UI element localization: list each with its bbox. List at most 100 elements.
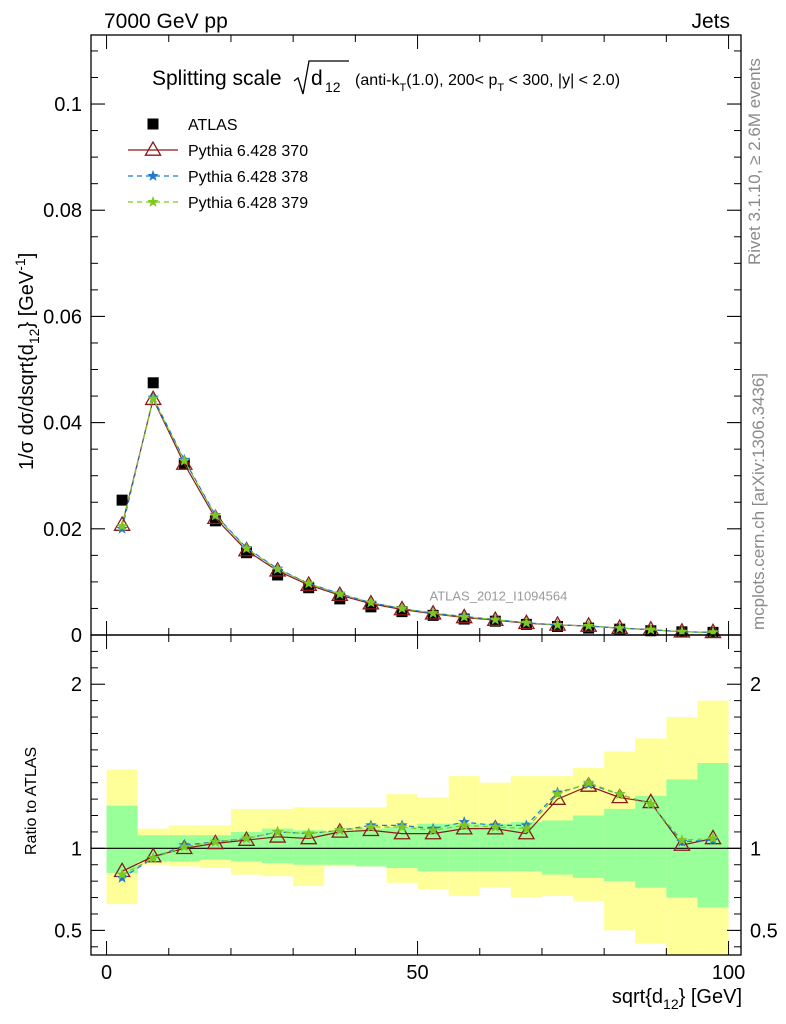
legend-marker-pythia-6-428-370 [144,140,162,156]
ratio-pythia-6-428-379-point [271,825,284,837]
main-pythia-6-428-370-point [206,508,225,525]
ratio-stat-uncertainty-band [573,815,605,878]
main-pythia-6-428-370-point [299,575,318,591]
ratio-pythia-6-428-370-point [331,822,349,838]
plot-title: Splitting scale d 12 (anti-kT(1.0), 200<… [152,60,620,95]
main-pythia-6-428-379-point [271,563,284,574]
ratio-pythia-6-428-379-point [240,832,253,844]
legend-marker-pythia-6-428-379 [147,196,159,207]
ratio-pythia-6-428-379-point [582,776,595,788]
main-pythia-6-428-379-point [116,520,128,531]
mcplots-reference-label: mcplots.cern.ch [arXiv:1306.3436] [749,373,768,630]
legend: ATLAS Pythia 6.428 370 Pythia 6.428 378 Pyt… [128,117,308,212]
legend-label-pythia-6-428-379: Pythia 6.428 379 [188,195,308,212]
title-sqrt-symbol: d [311,67,323,90]
main-atlas-point [303,582,315,594]
ratio-pythia-6-428-370-point [455,819,473,835]
ratio-y-tick-label: 1 [71,838,82,860]
ratio-pythia-6-428-379-point [116,868,128,880]
main-pythia-6-428-379-point [334,588,346,599]
main-y-tick-label: 0.1 [54,94,82,116]
header-right-label: Jets [691,10,730,33]
main-pythia-6-428-379-point [147,392,159,404]
x-tick-label: 0 [101,962,112,984]
xlabel-subscript: 12 [663,996,679,1012]
ratio-pythia-6-428-370-point [362,820,380,837]
main-pythia-6-428-379-point [303,577,315,589]
main-y-tick-label: 0 [71,625,82,647]
main-atlas-point [241,547,253,559]
ratio-stat-uncertainty-band [541,820,574,875]
main-atlas-point [209,515,221,527]
title-details-suffix: < 300, |y| < 2.0) [504,72,620,89]
sqrt-sign [293,60,349,95]
ratio-pythia-6-428-370-point [144,847,162,863]
ratio-stat-uncertainty-band [355,828,387,867]
main-pythia-6-428-379-point [520,616,533,628]
main-atlas-point [365,601,377,613]
main-pythia-6-428-379-point [427,607,439,619]
ratio-pythia-6-428-379-point [489,821,501,832]
rivet-version-label: Rivet 3.1.10, ≥ 2.6M events [745,58,764,265]
main-pythia-6-428-379-point [458,610,470,622]
main-atlas-point [147,377,159,389]
main-pythia-6-428-370-point [268,561,287,577]
legend-marker-pythia-6-428-378 [147,170,159,181]
ratio-pythia-6-428-379-point [303,827,315,839]
x-axis-label: sqrt{d12} [GeV] [612,986,742,1012]
main-atlas-point [396,606,408,618]
main-pythia-6-428-379-point [489,613,501,625]
title-pt-subscript: T [497,82,504,94]
ratio-pythia-6-428-370-point [610,788,629,804]
ratio-y-tick-label-right: 1 [750,838,761,860]
main-y-axis-label: 1/σ dσ/dsqrt{d12} [GeV-1] [12,253,42,470]
ratio-pythia-6-428-379-point [334,824,346,836]
ratio-pythia-6-428-370-line [121,785,714,872]
ratio-pythia-6-428-370-point [642,793,660,809]
title-details-mid: (1.0), 200< p [406,72,497,89]
ratio-pythia-6-428-379-point [396,821,408,832]
header-left-label: 7000 GeV pp [104,10,228,33]
legend-label-pythia-6-428-370: Pythia 6.428 370 [188,143,308,160]
ratio-pythia-6-428-370-point [206,834,225,850]
ratio-pythia-6-428-379-point [614,788,626,799]
ratio-pythia-6-428-379-point [147,852,159,863]
ratio-y-tick-label-right: 2 [750,674,761,696]
ratio-stat-uncertainty-band [479,823,511,872]
ratio-pythia-6-428-379-point [551,788,564,799]
title-sqrt-subscript: 12 [325,79,341,95]
main-pythia-6-428-370-point [175,454,194,470]
ratio-y-tick-label-right: 0.5 [750,920,778,942]
ratio-plot-frame [90,634,742,956]
ratio-pythia-6-428-379-point [178,840,190,852]
main-pythia-6-428-379-point [178,454,190,466]
main-pythia-6-428-378-line [121,395,714,633]
title-details: (anti-kT(1.0), 200< pT < 300, |y| < 2.0) [355,72,620,94]
ratio-stat-uncertainty-band [604,808,636,882]
main-y-tick-label: 0.02 [43,519,82,541]
main-pythia-6-428-379-point [551,618,564,630]
main-pythia-6-428-370-point [237,541,256,557]
ylabel-part-c: ] [16,253,38,259]
title-kt-subscript: T [399,82,406,94]
ratio-pythia-6-428-370-point [673,835,691,851]
legend-label-atlas: ATLAS [188,117,238,134]
main-pythia-6-428-379-point [365,596,377,608]
xlabel-part-a: sqrt{d [612,986,663,1008]
ratio-pythia-6-428-379-point [365,821,377,832]
ratio-pythia-6-428-370-point [393,824,411,840]
main-pythia-6-428-379-point [396,602,408,614]
ylabel-superscript: -1 [12,258,28,271]
ratio-pythia-6-428-378-point [116,871,128,883]
main-pythia-6-428-379-line [121,396,714,633]
main-y-tick-label: 0.08 [43,200,82,222]
ratio-pythia-6-428-379-point [645,798,657,809]
ratio-pythia-6-428-379-point [520,822,533,834]
title-main: Splitting scale [152,67,282,90]
ratio-pythia-6-428-370-point [299,829,318,845]
ratio-y-tick-label: 0.5 [54,920,82,942]
title-details-prefix: (anti-k [355,72,400,89]
main-y-tick-label: 0.04 [43,413,82,435]
analysis-watermark: ATLAS_2012_I1094564 [430,588,568,603]
